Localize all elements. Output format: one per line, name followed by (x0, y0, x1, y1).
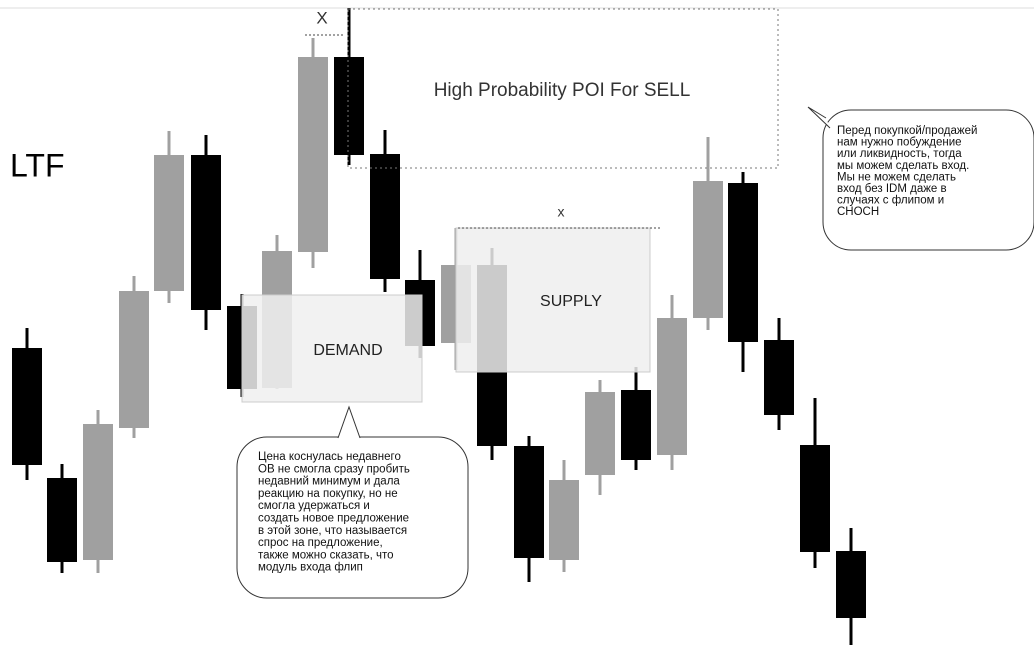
note-line: Мы не можем сделать (837, 171, 956, 183)
note-line: модуль входа флип (258, 562, 363, 574)
candle-body (621, 390, 651, 460)
note-line: OB не смогла сразу пробить (258, 463, 410, 475)
note-line: реакцию на покупку, но не (258, 488, 398, 500)
candle-body (12, 348, 42, 465)
note-line: нам нужно побуждение (837, 137, 962, 149)
supply-marker: x (558, 204, 565, 220)
note-line: также можно сказать, что (258, 549, 394, 561)
note-line: случаях с флипом и (837, 195, 944, 207)
candle-body (800, 445, 830, 552)
note-line: или ликвидность, тогда (837, 148, 962, 160)
candle-body (370, 154, 400, 279)
note-line: мы можем сделать вход. (837, 160, 969, 172)
supply-label: SUPPLY (540, 293, 602, 310)
note-line: создать новое предложение (258, 513, 409, 525)
note-right-pointer (808, 107, 830, 128)
candle-body (334, 57, 364, 155)
candle-body (693, 181, 723, 318)
candle-body (83, 424, 113, 560)
candle-body (836, 551, 866, 618)
candle-body (657, 318, 687, 455)
note-line: недавний минимум и дала (258, 476, 400, 488)
note-line: спрос на предложение, (258, 537, 383, 549)
note-line: вход без IDM даже в (837, 183, 947, 195)
candle-body (585, 392, 615, 475)
candle-body (728, 183, 758, 342)
note-line: Перед покупкой/продажей (837, 125, 977, 137)
note-line: в этой зоне, что называется (258, 525, 407, 537)
candle-body (298, 57, 328, 252)
candle-body (191, 155, 221, 310)
candle-body (549, 480, 579, 560)
timeframe-label: LTF (10, 147, 65, 183)
demand-label: DEMAND (313, 342, 382, 359)
candle-body (47, 478, 77, 562)
candle-body (764, 340, 794, 415)
note-line: Цена коснулась недавнего (258, 451, 401, 463)
note-left-pointer (338, 407, 360, 438)
note-line: CHOCH (837, 206, 879, 218)
poi-label: High Probability POI For SELL (434, 80, 691, 101)
candle-body (154, 155, 184, 291)
note-line: смогла удержаться и (258, 500, 370, 512)
candle-body (119, 291, 149, 428)
candle-body (514, 446, 544, 558)
poi-marker: X (316, 8, 327, 27)
chart-scene: X High Probability POI For SELL x SUPPLY… (0, 0, 1034, 646)
